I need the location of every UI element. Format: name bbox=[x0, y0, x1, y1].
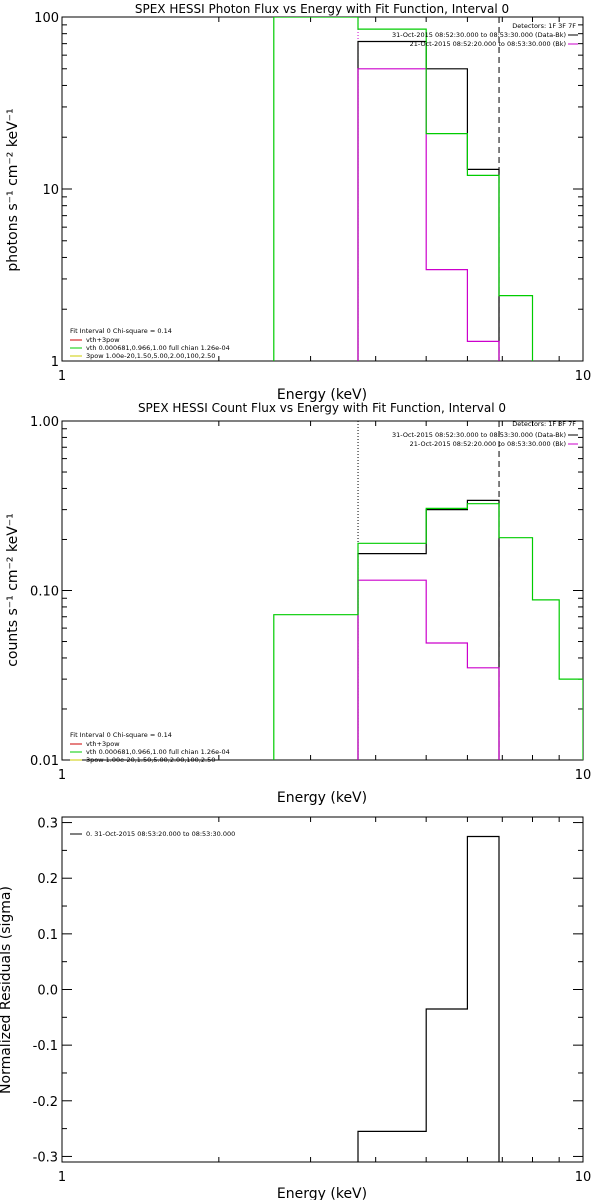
photon-fit-header: Fit Interval 0 Chi-square = 0.14 bbox=[70, 327, 172, 335]
residual-y-tick-label: 0.2 bbox=[37, 872, 58, 887]
residual-x-tick-label: 1 bbox=[58, 1170, 66, 1185]
count-legend-bottom-label: 3pow 1.00e-20,1.50,5.00,2.00,100,2.50 bbox=[86, 756, 215, 764]
count-legend-top-label: 31-Oct-2015 08:52:30.000 to 08:53:30.000… bbox=[392, 431, 566, 439]
count-x-tick-label: 1 bbox=[58, 768, 66, 783]
count-legend-bottom-label: vth+3pow bbox=[86, 740, 120, 748]
count-y-tick-label: 0.10 bbox=[30, 585, 59, 600]
photon-y-label: photons s⁻¹ cm⁻² keV⁻¹ bbox=[5, 108, 21, 271]
photon-series-bk bbox=[357, 68, 500, 361]
photon-legend-bottom-label: vth+3pow bbox=[86, 336, 120, 344]
count-series-data-bk bbox=[357, 499, 500, 760]
residual-y-tick-label: -0.1 bbox=[33, 1039, 58, 1054]
count-axes-frame bbox=[61, 420, 584, 761]
count-fit-header: Fit Interval 0 Chi-square = 0.14 bbox=[70, 731, 172, 739]
photon-legend-top-label: 21-Oct-2015 08:52:20.000 to 08:53:30.000… bbox=[410, 40, 566, 48]
count-y-tick-label: 0.01 bbox=[30, 754, 59, 769]
residual-legend-label: 0. 31-Oct-2015 08:53:20.000 to 08:53:30.… bbox=[86, 830, 235, 838]
residual-axes-frame bbox=[61, 816, 584, 1163]
residual-y-tick-label: 0.1 bbox=[37, 928, 58, 943]
count-chart-title: SPEX HESSI Count Flux vs Energy with Fit… bbox=[138, 401, 506, 415]
count-y-tick-label: 1.00 bbox=[30, 415, 59, 430]
residual-x-tick-label: 10 bbox=[575, 1170, 592, 1185]
photon-detectors-label: Detectors: 1F 3F 7F bbox=[512, 22, 576, 30]
count-legend-top-label: 21-Oct-2015 08:52:20.000 to 08:53:30.000… bbox=[410, 440, 566, 448]
count-legend-bottom-label: vth 0.000681,0.966,1.00 full chian 1.26e… bbox=[86, 748, 230, 756]
residual-y-label: Normalized Residuals (sigma) bbox=[0, 886, 14, 1094]
photon-x-label: Energy (keV) bbox=[277, 387, 367, 403]
residual-x-label: Energy (keV) bbox=[277, 1186, 367, 1200]
photon-legend-bottom-label: vth 0.000681,0.966,1.00 full chian 1.26e… bbox=[86, 344, 230, 352]
photon-y-tick-label: 100 bbox=[34, 11, 59, 26]
count-series-bk bbox=[357, 579, 500, 760]
photon-y-tick-label: 10 bbox=[42, 183, 59, 198]
residual-series-residuals bbox=[357, 835, 500, 1162]
count-x-label: Energy (keV) bbox=[277, 790, 367, 806]
photon-axes-frame bbox=[61, 16, 584, 362]
photon-legend-top-label: 31-Oct-2015 08:52:30.000 to 08:53:30.000… bbox=[392, 31, 566, 39]
photon-x-tick-label: 1 bbox=[58, 369, 66, 384]
photon-chart-title: SPEX HESSI Photon Flux vs Energy with Fi… bbox=[135, 2, 509, 16]
residual-y-tick-label: 0.3 bbox=[37, 817, 58, 832]
residual-y-tick-label: -0.2 bbox=[33, 1095, 58, 1110]
photon-series-data-bk bbox=[357, 40, 500, 361]
count-y-label: counts s⁻¹ cm⁻² keV⁻¹ bbox=[5, 513, 21, 667]
photon-legend-bottom-label: 3pow 1.00e-20,1.50,5.00,2.00,100,2.50 bbox=[86, 352, 215, 360]
count-detectors-label: Detectors: 1F 3F 7F bbox=[512, 420, 576, 428]
photon-series-vth bbox=[273, 17, 534, 361]
count-series-vth bbox=[273, 503, 583, 760]
photon-y-tick-label: 1 bbox=[51, 355, 59, 370]
residual-y-tick-label: -0.3 bbox=[33, 1150, 58, 1165]
count-x-tick-label: 10 bbox=[575, 768, 592, 783]
residual-y-tick-label: 0.0 bbox=[37, 984, 58, 999]
photon-x-tick-label: 10 bbox=[575, 369, 592, 384]
